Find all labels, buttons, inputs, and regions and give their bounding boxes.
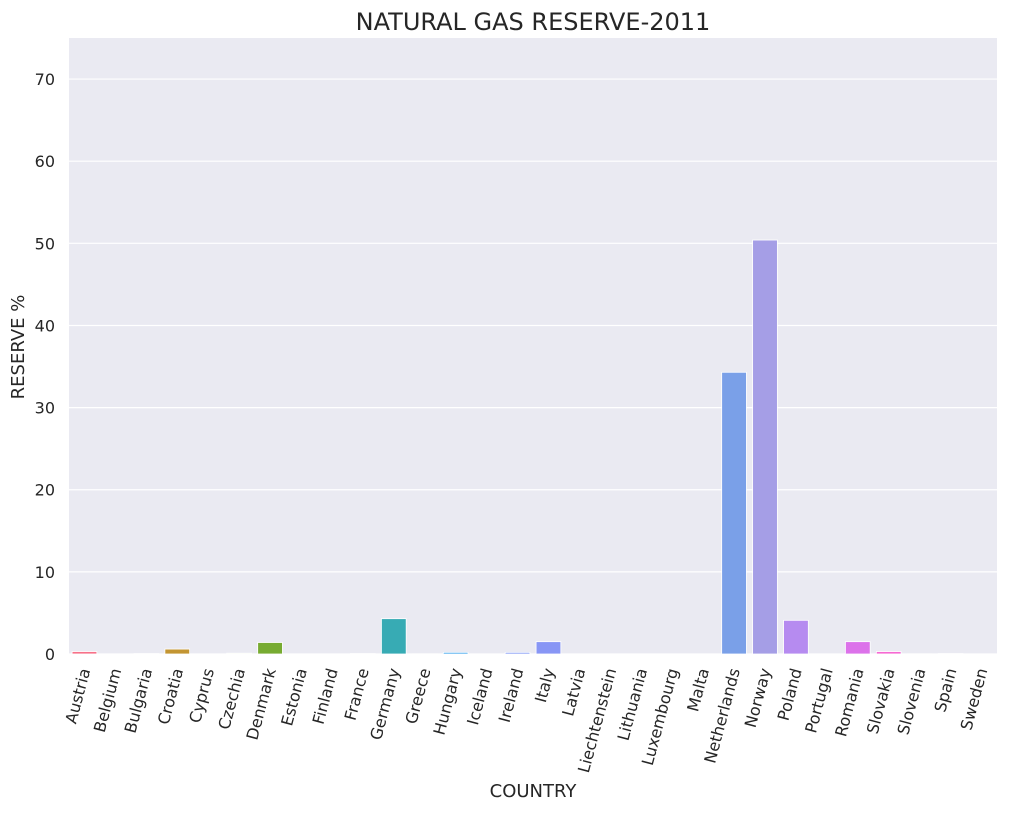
x-tick-label: Spain [931,666,961,714]
y-tick-label: 50 [35,234,55,253]
x-tick-label: Slovenia [894,666,930,737]
x-tick-label: Slovakia [863,666,899,736]
bar-hungary [443,652,468,654]
x-tick-label: Malta [683,666,713,714]
y-tick-label: 0 [45,645,55,664]
x-tick-label: Denmark [243,665,281,742]
bar-slovakia [876,652,901,654]
x-tick-label: Poland [774,666,806,723]
x-tick-label: Croatia [154,666,187,726]
bar-romania [845,642,870,654]
x-tick-label: Iceland [463,666,496,727]
chart-title: NATURAL GAS RESERVE-2011 [356,8,711,36]
bar-croatia [165,649,190,654]
x-tick-label: Romania [831,666,867,739]
bar-netherlands [722,372,747,654]
y-tick-label: 40 [35,316,55,335]
x-tick-label: Estonia [277,666,311,728]
x-tick-label: Finland [309,666,342,726]
x-tick-label: Ireland [495,666,528,724]
bar-denmark [258,643,283,654]
bar-poland [784,620,809,654]
y-tick-label: 60 [35,152,55,171]
y-axis-label: RESERVE % [8,295,29,400]
x-tick-label: Norway [741,666,775,730]
bar-germany [381,619,406,654]
y-tick-label: 30 [35,399,55,418]
bar-czechia [227,653,252,654]
x-tick-label: Latvia [558,666,589,718]
bar-ireland [505,652,530,654]
x-tick-label: Bulgaria [121,666,157,735]
x-tick-label: Austria [61,666,94,726]
y-tick-labels: 0 10 20 30 40 50 60 70 [35,70,55,664]
x-tick-label: Italy [531,666,558,704]
plot-background [69,38,997,654]
bar-austria [72,652,97,654]
x-tick-label: Portugal [801,666,837,735]
x-tick-label: Hungary [429,666,465,737]
bar-norway [753,240,778,654]
x-tick-label: Czechia [214,666,249,731]
x-tick-label: Cyprus [185,666,218,725]
bar-italy [536,642,561,654]
x-tick-label: Germany [366,666,403,742]
y-tick-label: 20 [35,481,55,500]
y-tick-label: 10 [35,563,55,582]
x-tick-label: Sweden [957,666,992,732]
x-axis-label: COUNTRY [490,781,578,802]
x-tick-label: Belgium [90,666,125,734]
x-tick-label: Greece [402,666,435,726]
x-tick-labels: AustriaBelgiumBulgariaCroatiaCyprusCzech… [61,665,991,774]
x-tick-label: France [341,666,373,722]
y-tick-label: 70 [35,70,55,89]
